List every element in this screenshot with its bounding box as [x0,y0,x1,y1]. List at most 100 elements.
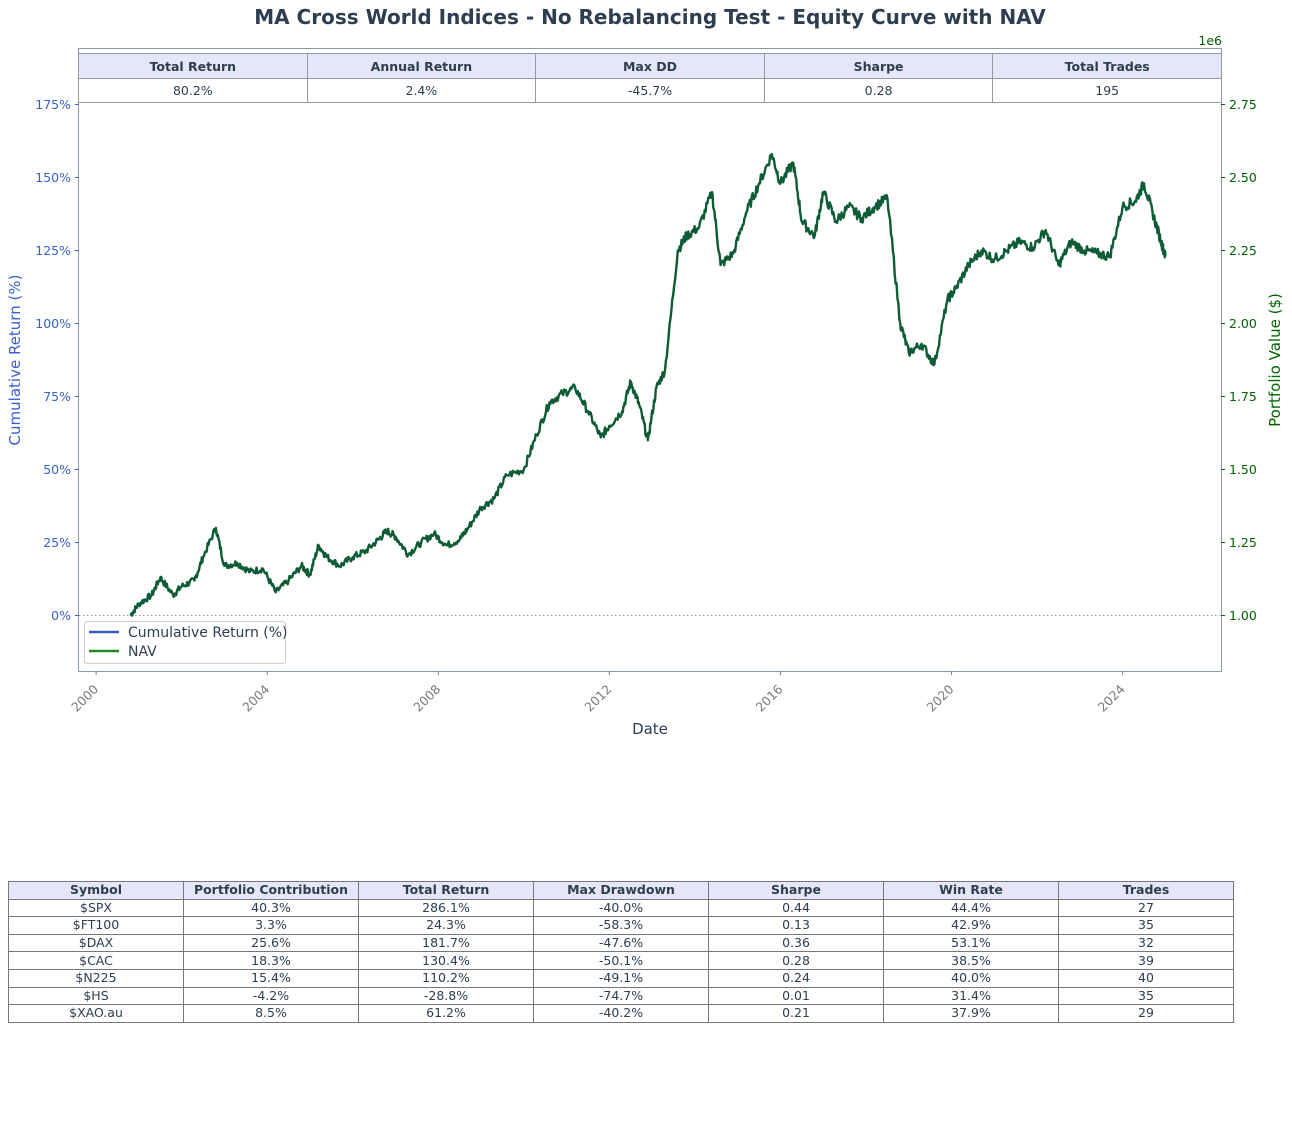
plot-frame [78,48,1222,672]
legend-label-cumulative-return: Cumulative Return (%) [128,625,288,641]
y-right-tick-label: 2.75 [1229,97,1257,112]
table-cell: 61.2% [358,1004,534,1023]
table-cell: 40.3% [183,898,359,918]
table-row: $HS -4.2% -28.8% -74.7% 0.01 31.4% 35 [8,986,1234,1006]
symbols-column-header: Max Drawdown [533,881,709,900]
y-left-axis: 0% 25% 50% 75% 100% 125% 150% 175% [35,97,79,623]
summary-header: Annual Return [306,53,537,79]
table-cell: $N225 [8,968,184,988]
symbols-column-header: Total Return [358,881,534,900]
table-cell: -58.3% [533,916,709,935]
table-cell: 27 [1058,898,1234,918]
table-cell: -40.0% [533,898,709,918]
table-cell: 42.9% [883,916,1059,935]
table-cell: 0.13 [708,916,884,935]
y-right-tick-label: 1.75 [1229,389,1257,404]
table-cell: 130.4% [358,951,534,970]
table-cell: $DAX [8,933,184,953]
x-tick-label: 2000 [68,681,101,714]
table-cell: 29 [1058,1004,1234,1023]
y-left-tick-label: 25% [43,535,71,550]
summary-header: Total Return [78,53,308,79]
y-left-tick-label: 0% [51,608,71,623]
y-right-tick-label: 1.25 [1229,535,1257,550]
symbols-column-header: Portfolio Contribution [183,881,359,900]
table-cell: $XAO.au [8,1004,184,1023]
table-cell: $CAC [8,951,184,970]
table-cell: -50.1% [533,951,709,970]
table-cell: 38.5% [883,951,1059,970]
table-cell: -40.2% [533,1004,709,1023]
y-left-tick-label: 175% [35,97,71,112]
symbols-column-header: Win Rate [883,881,1059,900]
table-row: $DAX 25.6% 181.7% -47.6% 0.36 53.1% 32 [8,933,1234,953]
table-cell: 35 [1058,986,1234,1006]
y-left-tick-label: 100% [35,316,71,331]
legend-label-nav: NAV [128,644,157,660]
summary-value: 195 [992,78,1222,103]
table-cell: 44.4% [883,898,1059,918]
table-cell: -28.8% [358,986,534,1006]
table-cell: 37.9% [883,1004,1059,1023]
table-cell: 40.0% [883,968,1059,988]
table-cell: 8.5% [183,1004,359,1023]
x-axis-label: Date [632,720,668,738]
table-cell: 0.21 [708,1004,884,1023]
symbols-column-header: Sharpe [708,881,884,900]
table-row: $FT100 3.3% 24.3% -58.3% 0.13 42.9% 35 [8,916,1234,935]
nav-series-line [129,152,1167,617]
table-cell: 15.4% [183,968,359,988]
symbols-column-header: Symbol [8,881,184,900]
table-cell: 286.1% [358,898,534,918]
x-tick-label: 2008 [410,681,443,714]
table-cell: -74.7% [533,986,709,1006]
y-left-tick-label: 75% [43,389,71,404]
table-cell: 25.6% [183,933,359,953]
table-row: $SPX 40.3% 286.1% -40.0% 0.44 44.4% 27 [8,898,1234,918]
legend-box [84,621,286,664]
y-left-tick-label: 125% [35,243,71,258]
symbols-header-row: Symbol Portfolio Contribution Total Return… [8,881,1234,900]
table-cell: 32 [1058,933,1234,953]
table-cell: 39 [1058,951,1234,970]
x-tick-label: 2012 [581,682,614,715]
table-cell: -47.6% [533,933,709,953]
table-cell: 0.01 [708,986,884,1006]
x-tick-label: 2020 [924,681,957,714]
table-cell: 0.28 [708,951,884,970]
symbols-column-header: Trades [1058,881,1234,900]
table-cell: 18.3% [183,951,359,970]
summary-value: -45.7% [535,78,765,103]
right-axis-multiplier: 1e6 [1198,33,1222,48]
y-right-axis-label: Portfolio Value ($) [1266,293,1284,427]
y-right-tick-label: 1.50 [1229,462,1257,477]
table-cell: 0.24 [708,968,884,988]
summary-value: 80.2% [78,78,308,103]
table-cell: $HS [8,986,184,1006]
table-row: $CAC 18.3% 130.4% -50.1% 0.28 38.5% 39 [8,951,1234,970]
y-right-tick-label: 2.25 [1229,243,1257,258]
table-cell: 0.44 [708,898,884,918]
x-tick-label: 2024 [1095,681,1128,714]
y-right-tick-label: 1.00 [1229,608,1257,623]
symbol-performance-table: Symbol Portfolio Contribution Total Return… [8,881,1234,1023]
summary-header: Max DD [535,53,765,79]
table-cell: -49.1% [533,968,709,988]
x-tick-label: 2016 [752,681,785,714]
y-left-tick-label: 50% [43,462,71,477]
table-cell: $FT100 [8,916,184,935]
y-right-tick-label: 2.50 [1229,170,1257,185]
table-cell: 31.4% [883,986,1059,1006]
y-right-tick-label: 2.00 [1229,316,1257,331]
chart-title: MA Cross World Indices - No Rebalancing … [254,5,1046,29]
table-cell: 53.1% [883,933,1059,953]
table-cell: 40 [1058,968,1234,988]
table-cell: 181.7% [358,933,534,953]
x-axis: 2000 2004 2008 2012 2016 2020 2024 [68,671,1128,715]
summary-header: Sharpe [763,53,994,79]
table-cell: 3.3% [183,916,359,935]
table-cell: 35 [1058,916,1234,935]
table-row: $N225 15.4% 110.2% -49.1% 0.24 40.0% 40 [8,968,1234,988]
y-left-tick-label: 150% [35,170,71,185]
